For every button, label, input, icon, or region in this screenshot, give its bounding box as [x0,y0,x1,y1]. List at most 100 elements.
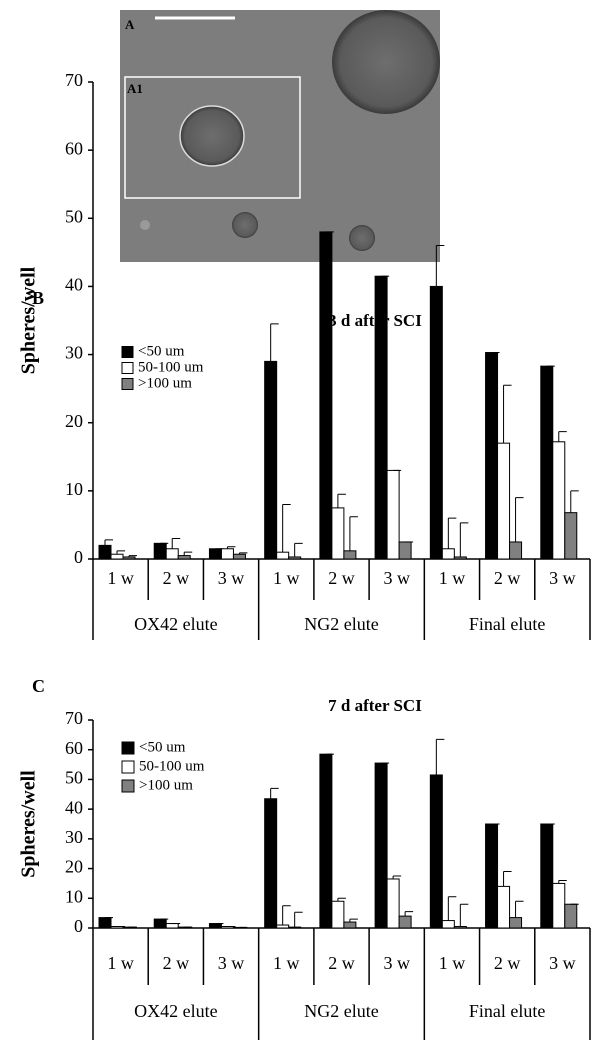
bar [264,360,278,560]
sphere [349,225,375,251]
bar [208,548,222,560]
bar [497,442,511,560]
y-tick-label: 30 [65,343,83,363]
inset-frame [124,76,301,199]
bar [509,541,523,560]
x-tick-label: 2 w [328,568,355,588]
group-label: Final elute [469,1001,545,1021]
bar [331,900,345,929]
error-bar [337,493,346,508]
bar [276,551,290,560]
legend-swatch [121,779,135,793]
y-tick-label: 0 [74,916,83,936]
x-tick-label: 1 w [107,953,134,973]
error-bar [183,551,193,556]
y-tick-label: 50 [65,206,83,226]
error-bar [294,542,303,557]
bar [177,555,191,560]
y-tick-label: 70 [65,70,83,90]
error-bar [558,879,567,884]
bar [319,753,333,929]
x-tick-label: 3 w [549,568,576,588]
bar [386,469,400,560]
error-bar [447,896,457,921]
bar [429,774,443,929]
bar [319,231,333,560]
bar [374,275,388,560]
legend-label: >100 um [139,777,193,793]
error-bar [104,539,113,546]
group-label: NG2 elute [304,614,378,634]
error-bar [435,738,445,775]
error-bar [459,522,469,557]
y-tick-label: 20 [65,411,83,431]
error-bar [503,871,512,887]
bar [343,921,357,929]
bar [220,548,234,560]
panel-label: B [32,288,44,308]
x-tick-label: 3 w [549,953,576,973]
panel-label: A [125,17,135,32]
x-tick-label: 1 w [273,953,300,973]
bar [564,903,578,929]
legend-swatch [121,378,134,390]
error-bar [404,911,414,917]
y-tick-label: 40 [65,275,83,295]
bar [232,553,246,560]
error-bar [270,323,279,362]
y-tick-label: 10 [65,479,83,499]
bar [288,926,302,929]
y-tick-label: 30 [65,827,83,847]
error-bar [570,490,579,513]
sphere [332,10,440,114]
panel-label: C [32,676,45,696]
bar [453,926,467,929]
bar [540,823,554,929]
inset-label: A1 [127,81,143,96]
bar [153,542,167,560]
legend-label: 50-100 um [139,758,205,774]
error-bar [435,245,445,287]
y-tick-label: 0 [74,547,83,567]
group-label: NG2 elute [304,1001,378,1021]
y-tick-label: 50 [65,768,83,788]
bar [165,548,179,560]
y-tick-label: 10 [65,886,83,906]
bar [276,924,290,929]
legend-label: >100 um [138,375,192,391]
bar [552,441,566,560]
bar [110,553,124,560]
bar [153,918,167,929]
y-axis-label: Spheres/well [18,266,40,374]
legend-label: 50-100 um [138,359,204,375]
group-label: OX42 elute [134,614,217,634]
error-bar [116,550,125,555]
y-axis-label: Spheres/well [18,770,40,878]
bar [331,507,345,560]
sphere [140,220,150,230]
bar [509,917,523,929]
error-bar [349,516,358,551]
x-tick-label: 1 w [273,568,300,588]
legend-swatch [121,362,134,374]
x-tick-label: 3 w [383,953,410,973]
chart-title: 7 d after SCI [328,696,422,715]
error-bar [128,555,137,557]
bar [540,365,554,560]
y-tick-label: 60 [65,738,83,758]
bar [453,556,467,560]
x-tick-label: 3 w [218,568,245,588]
bar [485,352,499,560]
x-tick-label: 2 w [494,953,521,973]
legend-swatch [121,760,135,774]
bar [264,798,278,929]
x-tick-label: 2 w [328,953,355,973]
error-bar [515,900,524,918]
bar [386,878,400,929]
legend-label: <50 um [138,343,185,359]
bar [564,512,578,560]
bar [398,915,412,929]
x-tick-label: 1 w [107,568,134,588]
error-bar [270,787,279,799]
bar [165,923,179,929]
